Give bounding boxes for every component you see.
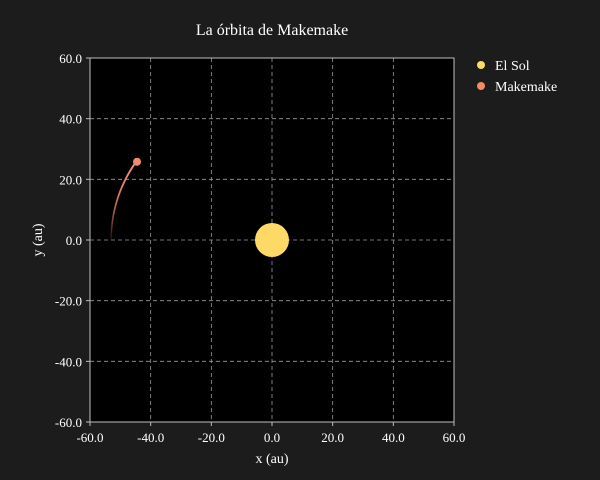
x-axis-label: x (au) <box>255 452 288 467</box>
x-tick-label: -40.0 <box>137 430 164 445</box>
x-tick-label: 0.0 <box>264 430 280 445</box>
y-tick-label: 60.0 <box>59 51 82 66</box>
x-tick-label: 20.0 <box>321 430 344 445</box>
legend-marker-makemake <box>477 82 485 90</box>
y-axis-label: y (au) <box>31 223 46 256</box>
x-tick-label: -60.0 <box>76 430 103 445</box>
y-tick-label: 0.0 <box>66 233 82 248</box>
grid-lines <box>90 58 454 422</box>
y-tick-label: -60.0 <box>55 415 82 430</box>
data-marks <box>133 157 289 257</box>
x-tick-label: 40.0 <box>382 430 405 445</box>
y-axis-ticks: 60.0 40.0 20.0 0.0 -20.0 -40.0 -60.0 <box>55 51 90 430</box>
legend-label-makemake: Makemake <box>495 80 557 95</box>
y-tick-label: -20.0 <box>55 294 82 309</box>
legend: El Sol Makemake <box>477 59 557 95</box>
y-tick-label: -40.0 <box>55 354 82 369</box>
x-axis-ticks: -60.0 -40.0 -20.0 0.0 20.0 40.0 60.0 <box>76 422 465 445</box>
legend-label-el-sol: El Sol <box>495 59 530 74</box>
y-tick-label: 40.0 <box>59 112 82 127</box>
point-el-sol <box>255 223 289 257</box>
legend-marker-el-sol <box>477 61 485 69</box>
orbit-trail <box>110 160 138 240</box>
chart-title: La órbita de Makemake <box>196 22 348 39</box>
x-tick-label: 60.0 <box>443 430 466 445</box>
y-tick-label: 20.0 <box>59 172 82 187</box>
point-makemake <box>133 157 142 166</box>
x-tick-label: -20.0 <box>198 430 225 445</box>
